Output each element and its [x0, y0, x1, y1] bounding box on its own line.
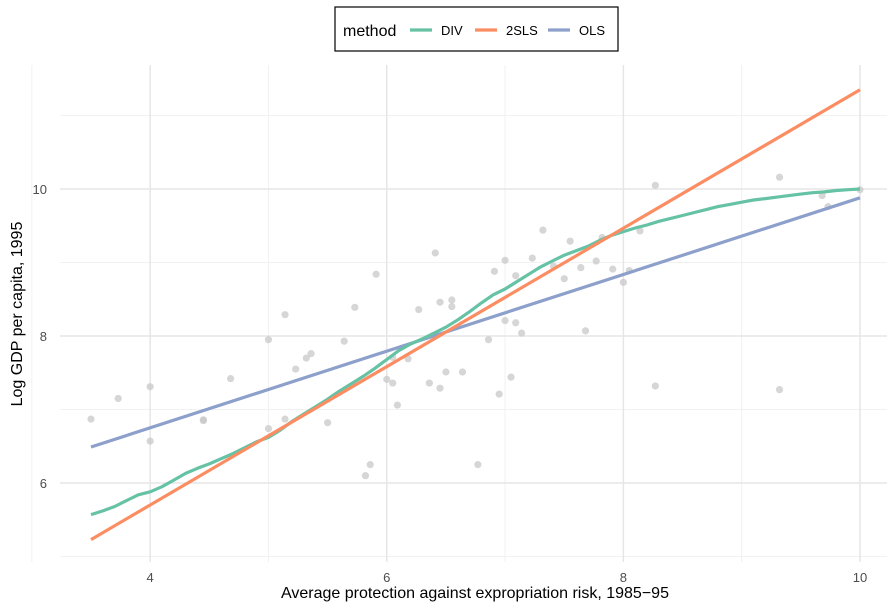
data-point [436, 298, 444, 306]
data-point [264, 336, 273, 344]
data-point [501, 256, 509, 264]
data-point [651, 382, 659, 390]
data-point [114, 394, 122, 403]
scatter-points [87, 173, 864, 480]
data-point [577, 264, 585, 272]
series-line-2sls [90, 88, 861, 541]
data-point [651, 181, 659, 189]
data-point [227, 375, 235, 383]
data-point [566, 237, 574, 245]
data-point [512, 319, 520, 327]
data-point [431, 249, 439, 257]
data-point [539, 226, 547, 234]
data-point [512, 272, 520, 280]
legend-title: method [343, 23, 396, 40]
data-point [436, 384, 444, 392]
legend: method DIV 2SLS OLS [334, 6, 619, 52]
data-point [324, 419, 332, 427]
data-point [415, 305, 423, 314]
series-line-div [90, 187, 861, 517]
data-point [146, 437, 154, 445]
data-point [393, 401, 402, 409]
data-point [501, 316, 509, 325]
data-point [442, 368, 450, 376]
y-axis-title: Log GDP per capita, 1995 [9, 222, 26, 407]
data-point [292, 365, 300, 373]
data-point [581, 327, 590, 335]
x-tick-label: 6 [383, 570, 390, 585]
data-point [351, 303, 359, 311]
x-axis-title: Average protection against expropriation… [281, 585, 669, 602]
data-point [281, 415, 289, 423]
data-point [340, 337, 348, 345]
data-point [528, 254, 536, 262]
x-tick-label: 4 [147, 570, 154, 585]
data-point [619, 278, 627, 286]
data-point [366, 461, 374, 469]
y-tick-label: 10 [33, 182, 47, 197]
data-point [495, 390, 503, 398]
data-point [775, 386, 784, 394]
tick-labels: 4 6 8 10 6 8 10 [33, 182, 868, 585]
y-tick-label: 8 [40, 329, 47, 344]
data-point [775, 173, 784, 181]
major-gridlines [60, 65, 887, 562]
data-point [307, 350, 315, 358]
legend-label-div: DIV [441, 23, 463, 38]
data-point [448, 303, 456, 311]
data-point [490, 267, 499, 275]
minor-gridlines [31, 65, 887, 562]
x-tick-label: 10 [853, 570, 867, 585]
data-point [389, 379, 397, 387]
data-point [474, 461, 482, 469]
x-tick-label: 8 [620, 570, 627, 585]
data-point [592, 257, 600, 265]
data-point [560, 275, 568, 283]
data-point [372, 270, 380, 278]
data-point [361, 472, 370, 480]
data-point [818, 192, 826, 200]
data-point [146, 383, 154, 391]
legend-entries: DIV 2SLS OLS [410, 23, 605, 38]
data-point [199, 416, 207, 425]
data-point [484, 336, 493, 344]
y-tick-label: 6 [40, 476, 47, 491]
legend-label-ols: OLS [579, 23, 605, 38]
data-point [609, 265, 617, 273]
data-point [383, 375, 391, 383]
data-point [507, 373, 515, 381]
data-point [264, 425, 273, 433]
data-point [448, 296, 456, 304]
data-point [302, 354, 310, 362]
data-point [636, 227, 644, 235]
series-lines [90, 88, 861, 541]
data-point [518, 329, 526, 337]
series-line-ols [90, 196, 861, 449]
data-point [425, 379, 433, 387]
data-point [458, 368, 467, 376]
legend-label-2sls: 2SLS [506, 23, 538, 38]
data-point [281, 311, 289, 319]
data-point [87, 415, 95, 423]
